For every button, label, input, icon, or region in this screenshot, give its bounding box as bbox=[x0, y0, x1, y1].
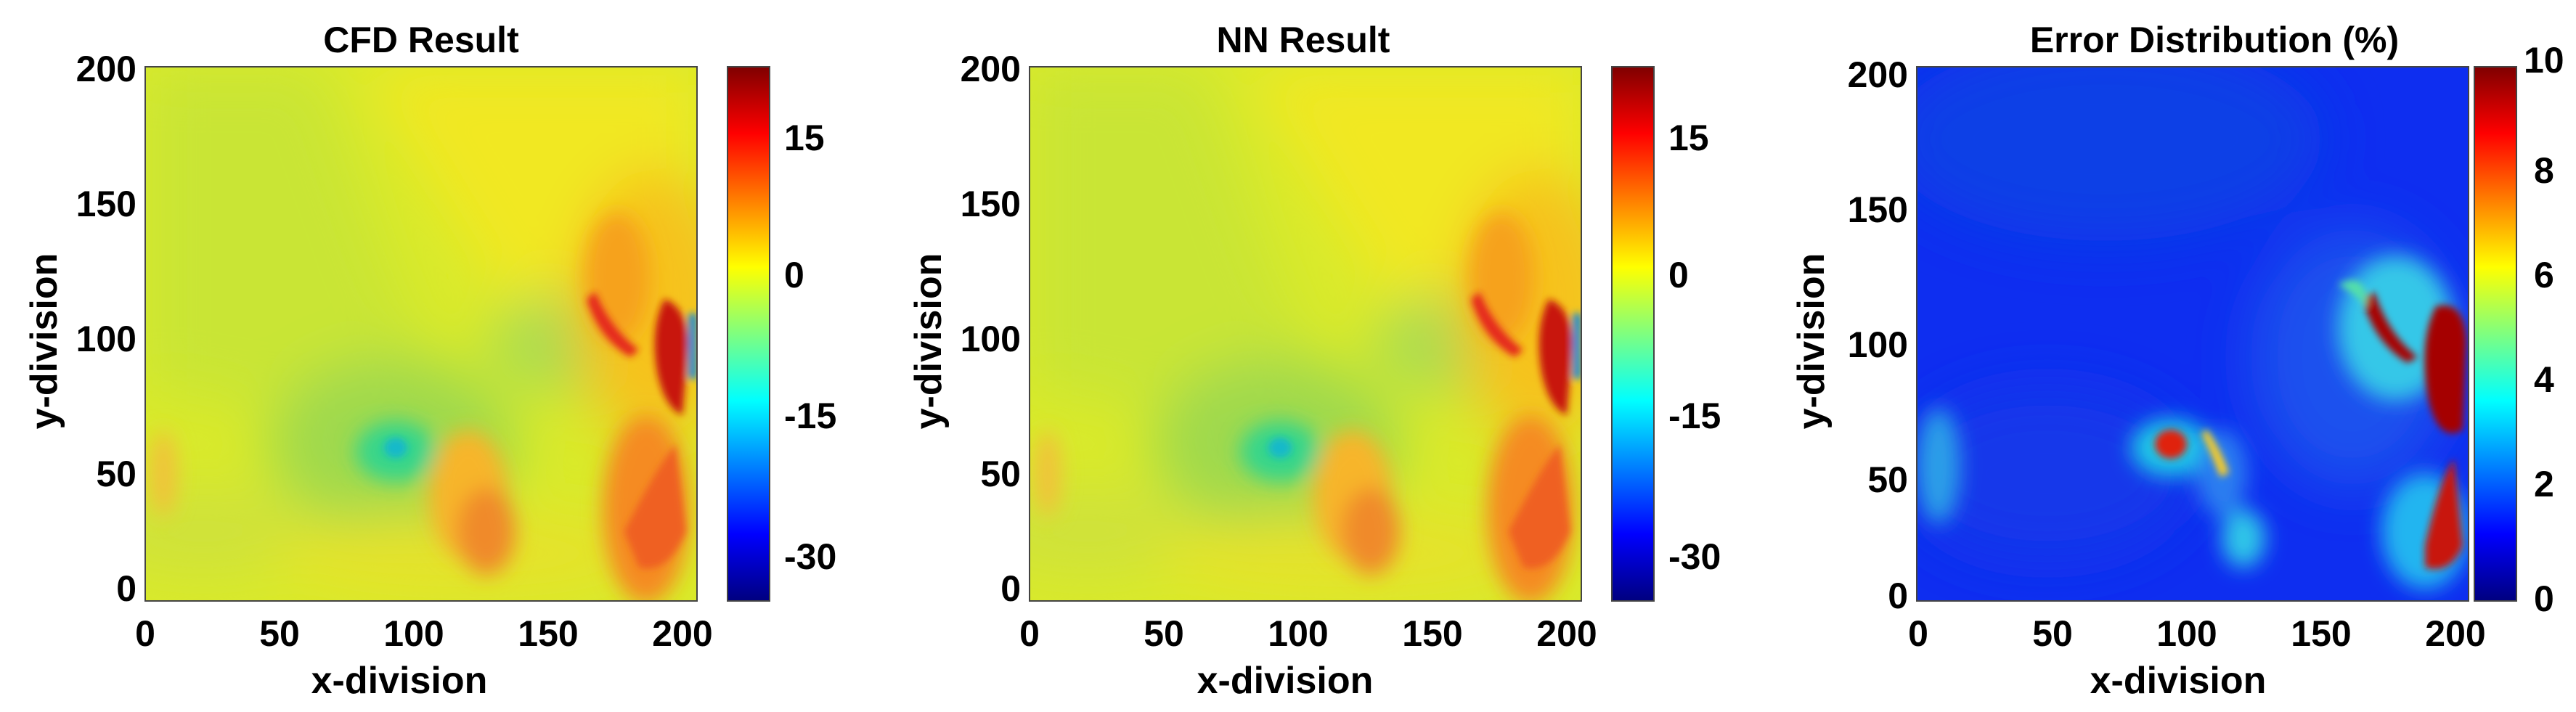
y-tick-150: 150 bbox=[76, 184, 136, 224]
x-tick-50: 50 bbox=[259, 613, 300, 654]
y-tick-0: 0 bbox=[1888, 576, 1908, 616]
x-axis-label-error: x-division bbox=[2090, 660, 2267, 702]
heatmap-cfd bbox=[94, 67, 733, 604]
cbar-tick-neg15: -15 bbox=[1668, 396, 1721, 436]
y-axis-label-nn: y-division bbox=[908, 253, 950, 430]
x-tick-200: 200 bbox=[1536, 613, 1597, 654]
plot-frame-cfd bbox=[144, 66, 698, 602]
x-tick-150: 150 bbox=[1402, 613, 1462, 654]
x-tick-50: 50 bbox=[1144, 613, 1184, 654]
panel-cfd: CFD Result 200 150 100 50 0 0 50 100 150… bbox=[23, 20, 836, 702]
plot-frame-error bbox=[1916, 66, 2469, 602]
y-tick-50: 50 bbox=[1867, 459, 1908, 500]
cbar-tick-neg30: -30 bbox=[1668, 536, 1721, 577]
y-tick-0: 0 bbox=[1000, 568, 1021, 609]
colorbar-nn bbox=[1611, 66, 1655, 602]
y-tick-200: 200 bbox=[961, 49, 1021, 89]
cbar-tick-0: 0 bbox=[2534, 578, 2554, 619]
y-tick-200: 200 bbox=[76, 49, 136, 89]
x-tick-50: 50 bbox=[2032, 613, 2073, 654]
y-axis-label-cfd: y-division bbox=[23, 253, 65, 430]
x-tick-0: 0 bbox=[1908, 613, 1928, 654]
cbar-tick-8: 8 bbox=[2534, 150, 2554, 191]
cbar-tick-15: 15 bbox=[1668, 118, 1709, 158]
x-axis-label-cfd: x-division bbox=[311, 660, 488, 702]
colorbar-error bbox=[2474, 66, 2517, 602]
heatmap-error bbox=[1888, 38, 2469, 601]
cbar-tick-6: 6 bbox=[2534, 255, 2554, 295]
title-nn: NN Result bbox=[1217, 20, 1390, 60]
x-tick-150: 150 bbox=[2291, 613, 2351, 654]
y-tick-50: 50 bbox=[980, 454, 1021, 494]
y-tick-200: 200 bbox=[1848, 54, 1908, 95]
y-axis-label-error: y-division bbox=[1790, 253, 1833, 430]
heatmap-nn bbox=[979, 67, 1618, 604]
x-tick-100: 100 bbox=[383, 613, 444, 654]
panel-nn: NN Result 200 150 100 50 0 0 50 100 150 … bbox=[908, 20, 1721, 702]
y-tick-150: 150 bbox=[1848, 189, 1908, 230]
x-tick-100: 100 bbox=[2156, 613, 2217, 654]
panel-error: Error Distribution (%) 200 150 100 50 0 … bbox=[1790, 20, 2564, 702]
cbar-tick-0: 0 bbox=[1668, 255, 1689, 295]
cbar-tick-2: 2 bbox=[2534, 464, 2554, 504]
y-tick-100: 100 bbox=[1848, 324, 1908, 365]
x-axis-label-nn: x-division bbox=[1197, 660, 1374, 702]
title-cfd: CFD Result bbox=[323, 20, 519, 60]
cbar-tick-4: 4 bbox=[2534, 359, 2554, 400]
y-tick-50: 50 bbox=[96, 454, 136, 494]
cbar-tick-15: 15 bbox=[784, 118, 825, 158]
x-tick-0: 0 bbox=[1019, 613, 1040, 654]
y-tick-100: 100 bbox=[76, 319, 136, 359]
x-tick-200: 200 bbox=[2425, 613, 2485, 654]
x-tick-150: 150 bbox=[518, 613, 578, 654]
x-tick-200: 200 bbox=[652, 613, 712, 654]
y-tick-0: 0 bbox=[116, 568, 136, 609]
x-tick-0: 0 bbox=[135, 613, 155, 654]
cbar-tick-0: 0 bbox=[784, 255, 804, 295]
x-tick-100: 100 bbox=[1268, 613, 1328, 654]
cbar-tick-neg30: -30 bbox=[784, 536, 836, 577]
plot-frame-nn bbox=[1029, 66, 1582, 602]
cbar-tick-neg15: -15 bbox=[784, 396, 836, 436]
y-tick-150: 150 bbox=[961, 184, 1021, 224]
title-error: Error Distribution (%) bbox=[2030, 20, 2399, 60]
y-tick-100: 100 bbox=[961, 319, 1021, 359]
colorbar-cfd bbox=[727, 66, 770, 602]
cbar-tick-10: 10 bbox=[2524, 40, 2564, 81]
